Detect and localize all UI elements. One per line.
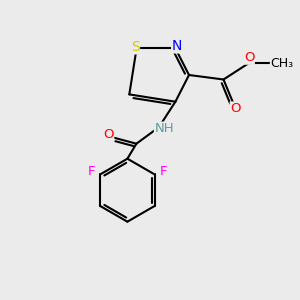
Text: O: O [244,51,254,64]
Text: NH: NH [154,122,174,135]
Text: F: F [159,165,167,178]
Text: O: O [230,102,241,115]
Text: S: S [131,40,140,54]
Text: CH₃: CH₃ [270,56,294,70]
Text: N: N [172,39,182,53]
Text: O: O [103,128,114,141]
Text: F: F [88,165,95,178]
